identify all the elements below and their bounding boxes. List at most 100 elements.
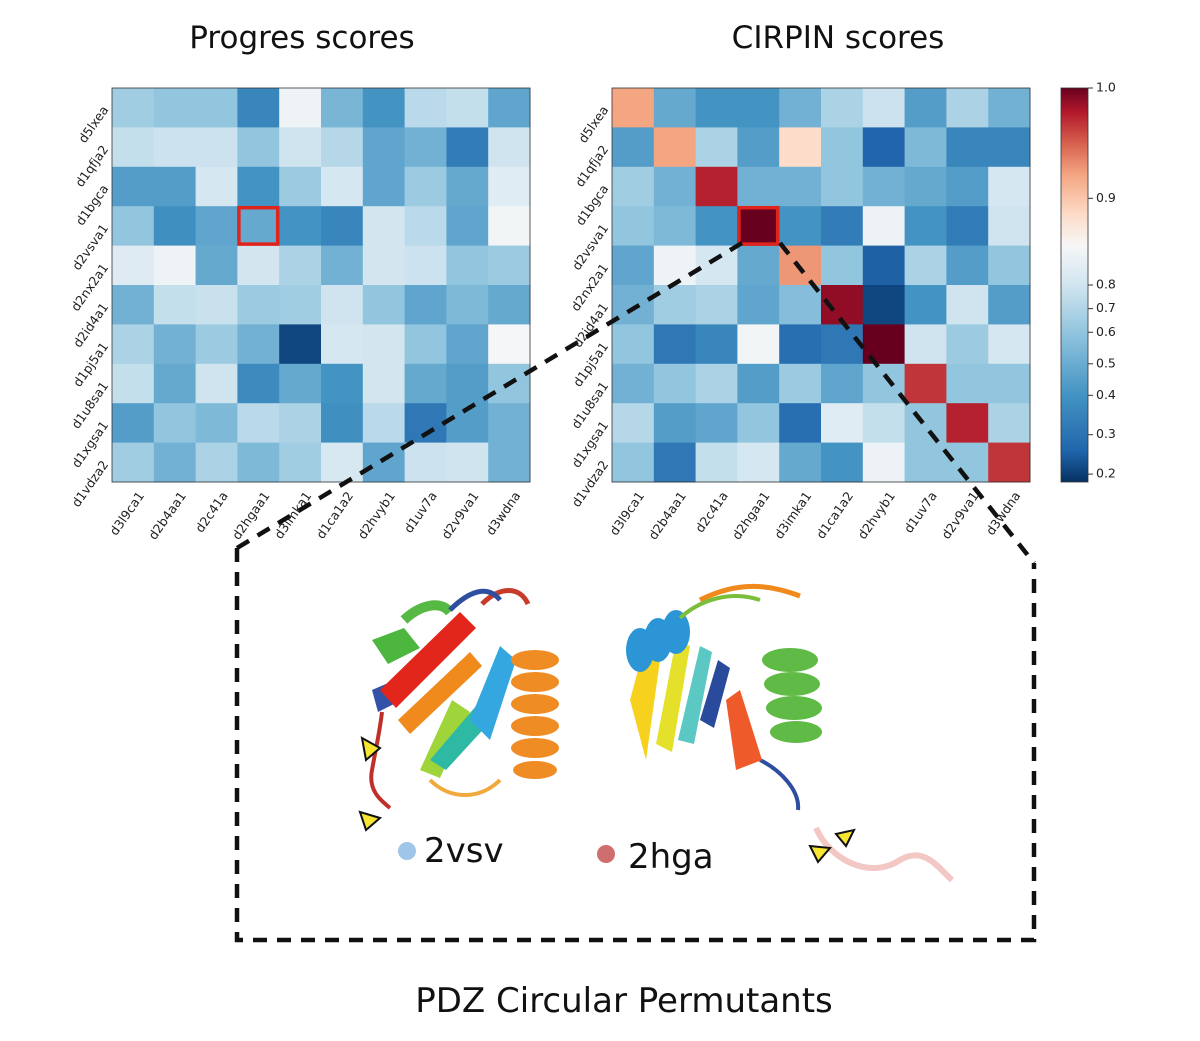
progres-cell-r9-c4	[279, 442, 322, 483]
cirpin-cell-r3-c8	[946, 206, 989, 247]
cirpin-cell-r1-c4	[779, 127, 822, 168]
progres-cell-r8-c6	[362, 403, 406, 444]
progres-frame	[111, 87, 531, 483]
progres-col-label: d2hgaa1	[229, 489, 273, 543]
progres-cell-r1-c4	[279, 127, 322, 168]
progres-col-label: d3wdna	[483, 489, 524, 538]
progres-cell-r2-c3	[237, 166, 280, 207]
progres-row-label: d1qfja2	[72, 142, 111, 189]
cirpin-cell-r4-c6	[862, 245, 906, 286]
progres-cell-r5-c5	[321, 285, 364, 325]
progres-cell-r5-c8	[446, 285, 489, 325]
connector-left	[235, 241, 744, 550]
progres-cell-r0-c9	[488, 88, 531, 128]
cirpin-cell-r3-c0	[612, 206, 655, 247]
cirpin-cell-r5-c6	[862, 285, 906, 325]
progres-cell-r7-c5	[321, 363, 364, 404]
progres-cell-r4-c2	[195, 245, 238, 286]
progres-cell-r2-c0	[112, 166, 155, 207]
cirpin-cell-r9-c3	[737, 442, 780, 483]
cirpin-cell-r5-c8	[946, 285, 989, 325]
protein-structure-2vsv	[358, 588, 559, 832]
cirpin-cell-r9-c7	[904, 442, 947, 483]
cirpin-cell-r4-c0	[612, 245, 655, 286]
colorbar-tick-label: 0.9	[1096, 190, 1116, 205]
cirpin-cell-r3-c7	[904, 206, 947, 247]
progres-cell-r4-c3	[237, 245, 280, 286]
progres-cell-r3-c3	[237, 206, 280, 247]
progres-col-label: d1uv7a	[401, 489, 440, 536]
connector-right	[778, 241, 1036, 565]
progres-cell-r4-c8	[446, 245, 489, 286]
cirpin-cell-r8-c5	[821, 403, 864, 444]
cirpin-cell-r0-c8	[946, 88, 989, 128]
progres-cell-r2-c6	[362, 166, 406, 207]
progres-col-label: d3imka1	[271, 489, 314, 542]
cirpin-cell-r6-c5	[821, 324, 864, 365]
progres-cell-r1-c1	[153, 127, 197, 168]
progres-cell-r1-c3	[237, 127, 280, 168]
cirpin-col-label: d3wdna	[983, 489, 1024, 538]
progres-cell-r8-c7	[404, 403, 447, 444]
progres-cell-r5-c4	[279, 285, 322, 325]
progres-cell-r5-c9	[488, 285, 531, 325]
cirpin-cell-r1-c1	[653, 127, 697, 168]
progres-cell-r9-c3	[237, 442, 280, 483]
progres-cell-r2-c4	[279, 166, 322, 207]
progres-cell-r6-c0	[112, 324, 155, 365]
cirpin-cell-r2-c0	[612, 166, 655, 207]
progres-cell-r0-c5	[321, 88, 364, 128]
progres-cell-r2-c9	[488, 166, 531, 207]
progres-cell-r2-c1	[153, 166, 197, 207]
cirpin-cell-r8-c0	[612, 403, 655, 444]
progres-highlight-box	[237, 205, 280, 246]
cirpin-cell-r4-c2	[695, 245, 738, 286]
cirpin-cell-r8-c4	[779, 403, 822, 444]
progres-col-label: d2v9va1	[438, 489, 481, 542]
progres-cell-r8-c9	[488, 403, 531, 444]
progres-cell-r1-c8	[446, 127, 489, 168]
progres-cell-r8-c0	[112, 403, 155, 444]
cirpin-col-label: d2v9va1	[938, 489, 981, 542]
zoom-connector	[234, 241, 1037, 943]
progres-cell-r6-c2	[195, 324, 238, 365]
cirpin-cell-r1-c9	[988, 127, 1031, 168]
cirpin-cell-r6-c4	[779, 324, 822, 365]
cirpin-cell-r1-c6	[862, 127, 906, 168]
cirpin-cell-r9-c2	[695, 442, 738, 483]
progres-cell-r7-c4	[279, 363, 322, 404]
cirpin-cell-r5-c9	[988, 285, 1031, 325]
progres-cell-r5-c6	[362, 285, 406, 325]
cirpin-cell-r2-c9	[988, 166, 1031, 207]
cirpin-row-label: d1qfja2	[572, 142, 611, 189]
cirpin-cell-r2-c5	[821, 166, 864, 207]
cirpin-cell-r6-c1	[653, 324, 697, 365]
progres-cell-r5-c7	[404, 285, 447, 325]
progres-col-label: d2hvyb1	[354, 489, 398, 542]
colorbar-tick-label: 0.8	[1096, 277, 1116, 292]
progres-cell-r4-c1	[153, 245, 197, 286]
progres-cell-r4-c4	[279, 245, 322, 286]
progres-cell-r4-c6	[362, 245, 406, 286]
progres-cell-r8-c4	[279, 403, 322, 444]
progres-cell-r7-c2	[195, 363, 238, 404]
progres-cell-r1-c7	[404, 127, 447, 168]
progres-cell-r6-c6	[362, 324, 406, 365]
cirpin-cell-r0-c2	[695, 88, 738, 128]
legend-dot-2hga	[597, 845, 615, 863]
cirpin-cell-r4-c5	[821, 245, 864, 286]
progres-cell-r6-c7	[404, 324, 447, 365]
progres-cell-r1-c9	[488, 127, 531, 168]
progres-cell-r0-c3	[237, 88, 280, 128]
progres-cell-r3-c7	[404, 206, 447, 247]
cirpin-cell-r1-c8	[946, 127, 989, 168]
colorbar-tick-label: 0.3	[1096, 426, 1116, 441]
legend-label-2vsv: 2vsv	[424, 831, 504, 871]
cirpin-cell-r2-c7	[904, 166, 947, 207]
cirpin-cell-r0-c6	[862, 88, 906, 128]
cirpin-cell-r8-c7	[904, 403, 947, 444]
cirpin-cell-r2-c3	[737, 166, 780, 207]
progres-col-label: d3l9ca1	[106, 489, 147, 538]
cirpin-cell-r1-c7	[904, 127, 947, 168]
progres-cell-r8-c3	[237, 403, 280, 444]
